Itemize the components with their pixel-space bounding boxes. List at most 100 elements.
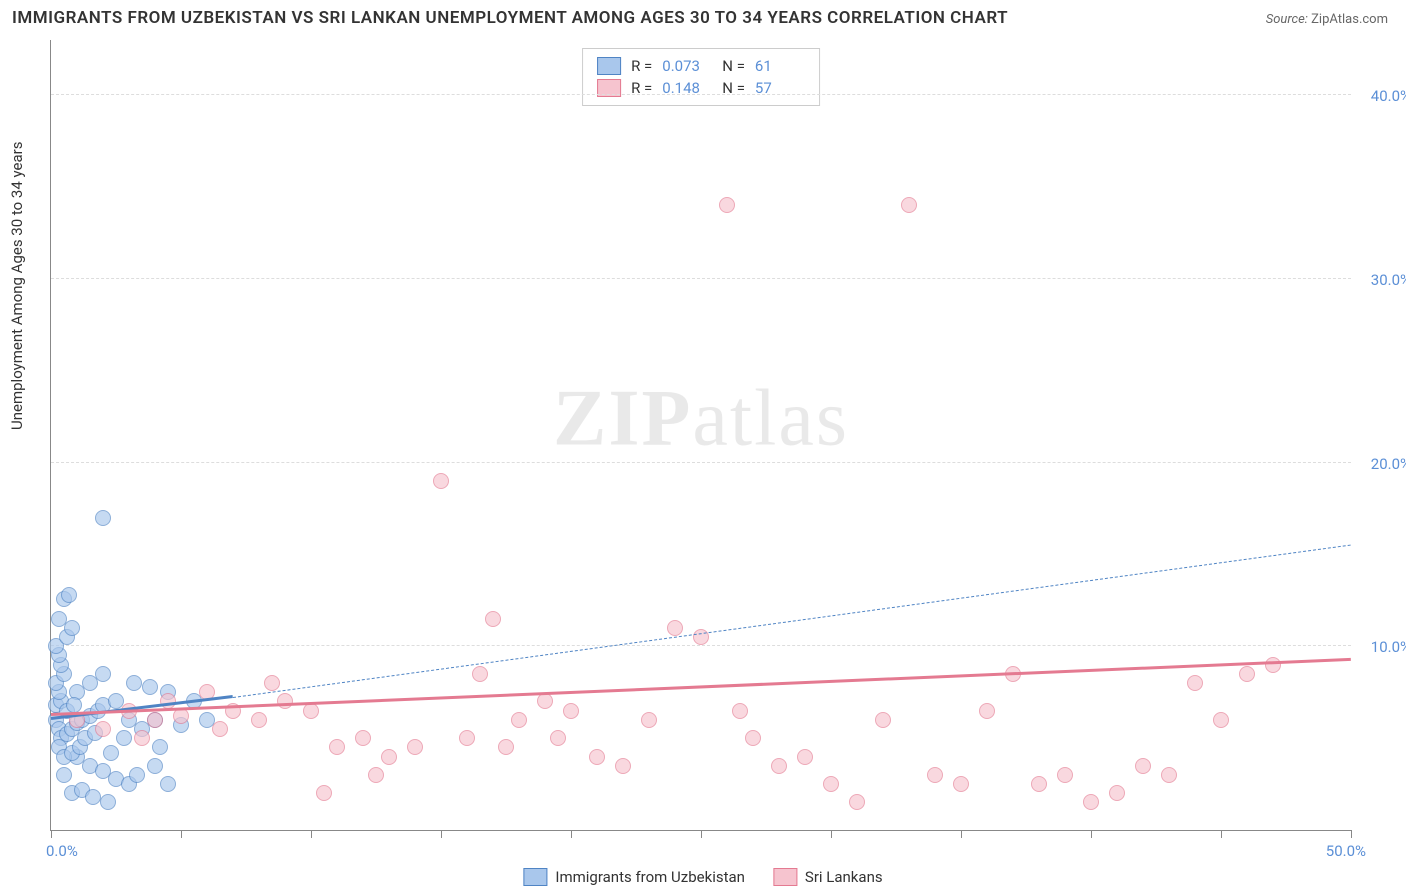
data-point — [1135, 758, 1151, 774]
data-point — [56, 767, 72, 783]
data-point — [1083, 794, 1099, 810]
data-point — [433, 473, 449, 489]
legend-r-value-0: 0.073 — [662, 57, 712, 75]
data-point — [537, 693, 553, 709]
source-name: ZipAtlas.com — [1311, 12, 1388, 27]
legend-item-1: Sri Lankans — [773, 868, 883, 886]
data-point — [732, 703, 748, 719]
data-point — [134, 730, 150, 746]
x-tick — [181, 830, 182, 838]
data-point — [615, 758, 631, 774]
series-legend: Immigrants from Uzbekistan Sri Lankans — [523, 868, 882, 886]
data-point — [126, 675, 142, 691]
watermark: ZIPatlas — [553, 374, 849, 465]
data-point — [849, 794, 865, 810]
data-point — [797, 749, 813, 765]
y-axis-label: Unemployment Among Ages 30 to 34 years — [8, 142, 26, 430]
x-tick-min: 0.0% — [46, 842, 78, 860]
data-point — [51, 611, 67, 627]
data-point — [85, 789, 101, 805]
data-point — [66, 697, 82, 713]
watermark-rest: atlas — [692, 375, 849, 463]
data-point — [95, 666, 111, 682]
data-point — [823, 776, 839, 792]
legend-r-label: R = — [631, 57, 652, 75]
data-point — [1057, 767, 1073, 783]
data-point — [277, 693, 293, 709]
y-tick-label: 30.0% — [1371, 271, 1406, 289]
y-tick-label: 20.0% — [1371, 455, 1406, 473]
data-point — [116, 730, 132, 746]
data-point — [745, 730, 761, 746]
x-tick — [51, 830, 52, 838]
data-point — [368, 767, 384, 783]
data-point — [407, 739, 423, 755]
data-point — [316, 785, 332, 801]
data-point — [264, 675, 280, 691]
data-point — [641, 712, 657, 728]
x-tick — [831, 830, 832, 838]
data-point — [147, 712, 163, 728]
legend-item-0: Immigrants from Uzbekistan — [523, 868, 745, 886]
data-point — [1161, 767, 1177, 783]
data-point — [61, 587, 77, 603]
data-point — [1265, 657, 1281, 673]
x-tick — [441, 830, 442, 838]
data-point — [511, 712, 527, 728]
gridline — [51, 462, 1351, 463]
data-point — [927, 767, 943, 783]
x-tick — [701, 830, 702, 838]
watermark-bold: ZIP — [553, 375, 692, 463]
y-tick-label: 40.0% — [1371, 87, 1406, 105]
data-point — [1031, 776, 1047, 792]
data-point — [129, 767, 145, 783]
data-point — [251, 712, 267, 728]
data-point — [719, 197, 735, 213]
data-point — [355, 730, 371, 746]
x-tick — [571, 830, 572, 838]
data-point — [550, 730, 566, 746]
correlation-legend: R = 0.073 N = 61 R = 0.148 N = 57 — [582, 48, 820, 106]
data-point — [979, 703, 995, 719]
legend-bottom-swatch-0 — [523, 868, 547, 886]
data-point — [212, 721, 228, 737]
data-point — [147, 758, 163, 774]
data-point — [667, 620, 683, 636]
trend-line — [51, 658, 1351, 716]
y-tick-label: 10.0% — [1371, 638, 1406, 656]
data-point — [103, 745, 119, 761]
legend-swatch-0 — [597, 57, 621, 75]
source-label: Source: — [1266, 12, 1308, 27]
data-point — [589, 749, 605, 765]
chart-title: IMMIGRANTS FROM UZBEKISTAN VS SRI LANKAN… — [12, 8, 1008, 28]
data-point — [953, 776, 969, 792]
legend-bottom-swatch-1 — [773, 868, 797, 886]
x-tick — [1091, 830, 1092, 838]
data-point — [498, 739, 514, 755]
data-point — [64, 620, 80, 636]
x-tick-max: 50.0% — [1326, 842, 1366, 860]
x-tick — [961, 830, 962, 838]
data-point — [1213, 712, 1229, 728]
data-point — [152, 739, 168, 755]
legend-bottom-label-1: Sri Lankans — [805, 868, 883, 886]
data-point — [1239, 666, 1255, 682]
data-point — [1187, 675, 1203, 691]
data-point — [381, 749, 397, 765]
gridline — [51, 645, 1351, 646]
data-point — [329, 739, 345, 755]
data-point — [563, 703, 579, 719]
x-tick — [311, 830, 312, 838]
trend-line — [233, 544, 1351, 697]
gridline — [51, 94, 1351, 95]
data-point — [771, 758, 787, 774]
data-point — [1109, 785, 1125, 801]
data-point — [95, 721, 111, 737]
legend-bottom-label-0: Immigrants from Uzbekistan — [555, 868, 745, 886]
scatter-plot-area: ZIPatlas R = 0.073 N = 61 R = 0.148 N = … — [50, 40, 1351, 831]
x-tick — [1221, 830, 1222, 838]
data-point — [160, 776, 176, 792]
data-point — [901, 197, 917, 213]
data-point — [459, 730, 475, 746]
legend-n-label: N = — [722, 57, 745, 75]
